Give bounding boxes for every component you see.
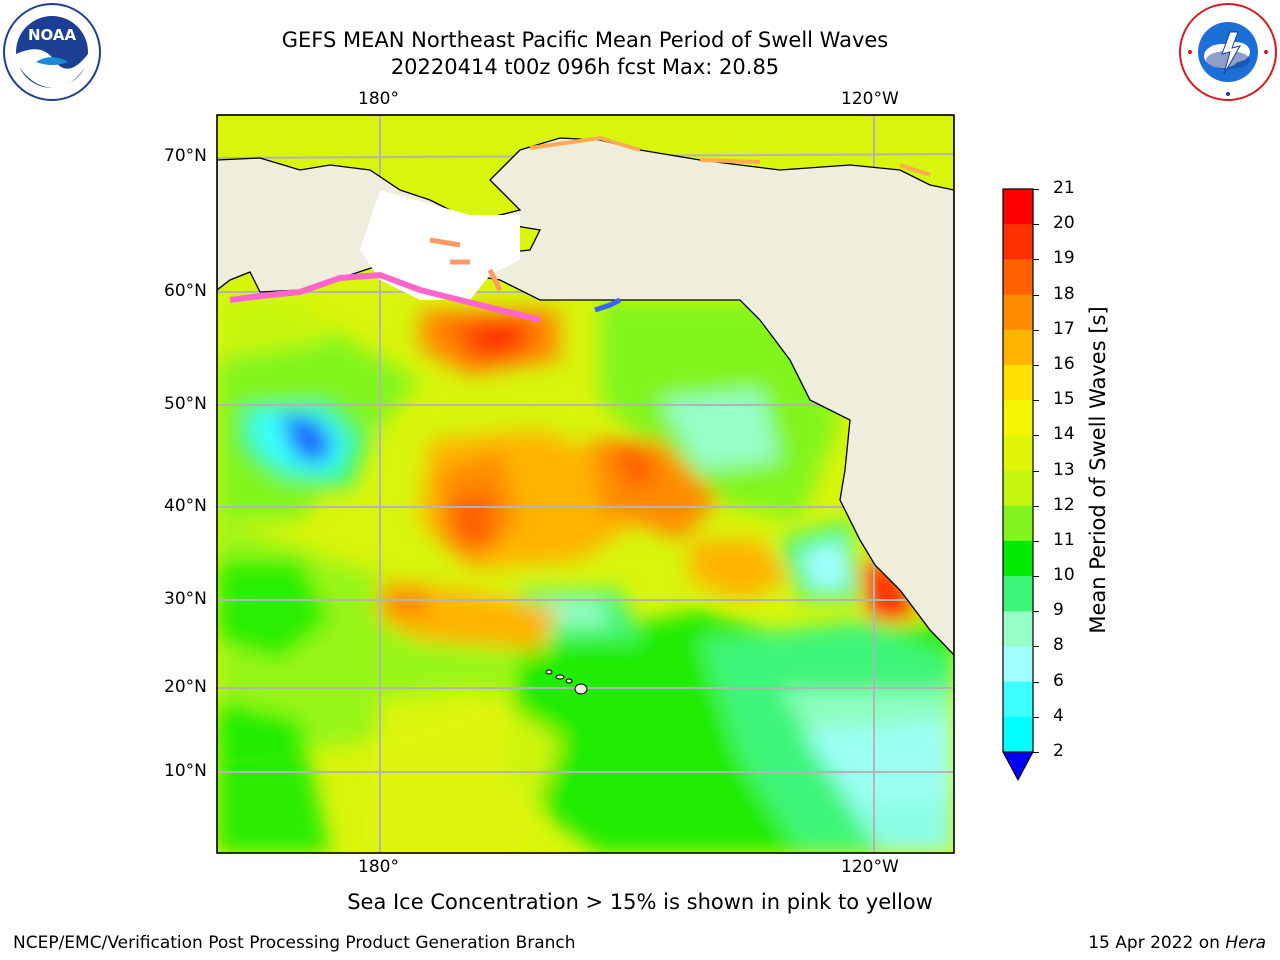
map-frame	[216, 114, 955, 854]
colorbar-swatch	[1003, 259, 1033, 296]
colorbar-swatch	[1003, 611, 1033, 647]
sea-ice-edge	[229, 271, 541, 323]
colorbar-tick-label: 10	[1053, 565, 1075, 586]
colorbar-tick-mark	[1033, 470, 1039, 472]
colorbar-tick-mark	[1033, 294, 1039, 296]
hawaiian-islands	[545, 669, 588, 695]
colorbar-tick-label: 11	[1053, 529, 1075, 550]
lat-label-60n: 60°N	[164, 281, 207, 301]
lon-label-bottom-120w: 120°W	[841, 857, 899, 877]
lat-label-30n: 30°N	[164, 589, 207, 609]
colorbar-tick-label: 18	[1053, 283, 1075, 304]
colorbar-tick-mark	[1033, 400, 1039, 402]
colorbar-tick-mark	[1033, 224, 1039, 226]
colorbar-tick-mark	[1033, 189, 1039, 190]
host-name: Hera	[1225, 933, 1266, 953]
colorbar-tick-label: 9	[1053, 600, 1064, 621]
arctic-ice-edge	[529, 135, 931, 177]
cook-inlet-low	[594, 297, 622, 313]
colorbar-tick-label: 19	[1053, 248, 1075, 269]
credit-line: NCEP/EMC/Verification Post Processing Pr…	[13, 933, 576, 953]
colorbar-swatch	[1003, 576, 1033, 612]
lat-label-20n: 20°N	[164, 677, 207, 697]
lat-label-10n: 10°N	[164, 761, 207, 781]
noaa-logo-icon: NOAA	[2, 2, 102, 102]
run-date-text: 15 Apr 2022 on	[1088, 933, 1220, 953]
lon-label-top-180: 180°	[358, 89, 399, 109]
lat-label-70n: 70°N	[164, 146, 207, 166]
colorbar-tick-mark	[1033, 364, 1039, 366]
colorbar-tick-mark	[1033, 716, 1039, 718]
colorbar-swatch	[1003, 294, 1033, 331]
colorbar-swatch	[1003, 224, 1033, 260]
colorbar-tick-label: 8	[1053, 635, 1064, 656]
colorbar-tick-mark	[1033, 752, 1039, 753]
colorbar-tick-mark	[1033, 646, 1039, 648]
colorbar-tick-label: 16	[1053, 353, 1075, 374]
colorbar-swatch	[1003, 470, 1033, 507]
colorbar-tick-label: 2	[1053, 741, 1064, 761]
colorbar-tick-mark	[1033, 576, 1039, 578]
run-date: 15 Apr 2022 on Hera	[1088, 933, 1266, 953]
colorbar-swatch	[1003, 716, 1033, 753]
colorbar	[1002, 188, 1034, 782]
colorbar-swatch	[1003, 189, 1033, 225]
colorbar-tick-mark	[1033, 435, 1039, 437]
colorbar-tick-label: 15	[1053, 389, 1075, 410]
colorbar-tick-mark	[1033, 540, 1039, 542]
colorbar-swatch	[1003, 646, 1033, 683]
colorbar-tick-label: 21	[1053, 178, 1075, 198]
colorbar-swatch	[1003, 435, 1033, 471]
colorbar-tick-label: 17	[1053, 318, 1075, 339]
colorbar-swatch	[1003, 364, 1033, 401]
colorbar-tick-label: 20	[1053, 213, 1075, 234]
nws-logo-icon	[1178, 2, 1278, 102]
lat-label-50n: 50°N	[164, 394, 207, 414]
noaa-logo-text: NOAA	[28, 26, 77, 44]
colorbar-tick-label: 13	[1053, 459, 1075, 480]
colorbar-label: Mean Period of Swell Waves [s]	[1086, 306, 1110, 634]
colorbar-tick-mark	[1033, 259, 1039, 261]
colorbar-swatch	[1003, 505, 1033, 542]
colorbar-tick-mark	[1033, 611, 1039, 613]
colorbar-swatch	[1003, 540, 1033, 577]
colorbar-tick-label: 12	[1053, 494, 1075, 515]
colorbar-tick-label: 14	[1053, 424, 1075, 445]
sea-ice-patches	[429, 237, 503, 292]
colorbar-tick-label: 6	[1053, 670, 1064, 691]
sea-ice-note: Sea Ice Concentration > 15% is shown in …	[347, 890, 933, 914]
lon-label-top-120w: 120°W	[841, 89, 899, 109]
lon-label-bottom-180: 180°	[358, 857, 399, 877]
colorbar-tick-mark	[1033, 681, 1039, 683]
map-title: GEFS MEAN Northeast Pacific Mean Period …	[281, 28, 889, 52]
lat-label-40n: 40°N	[164, 496, 207, 516]
colorbar-swatch	[1003, 681, 1033, 718]
map-subtitle: 20220414 t00z 096h fcst Max: 20.85	[390, 55, 780, 79]
colorbar-swatch	[1003, 329, 1033, 366]
colorbar-tick-mark	[1033, 505, 1039, 507]
colorbar-tick-label: 4	[1053, 705, 1064, 726]
colorbar-tick-mark	[1033, 329, 1039, 331]
colorbar-swatch	[1003, 400, 1033, 436]
colorbar-extend-arrow	[1002, 751, 1034, 782]
bering-sea-no-data	[360, 190, 520, 300]
